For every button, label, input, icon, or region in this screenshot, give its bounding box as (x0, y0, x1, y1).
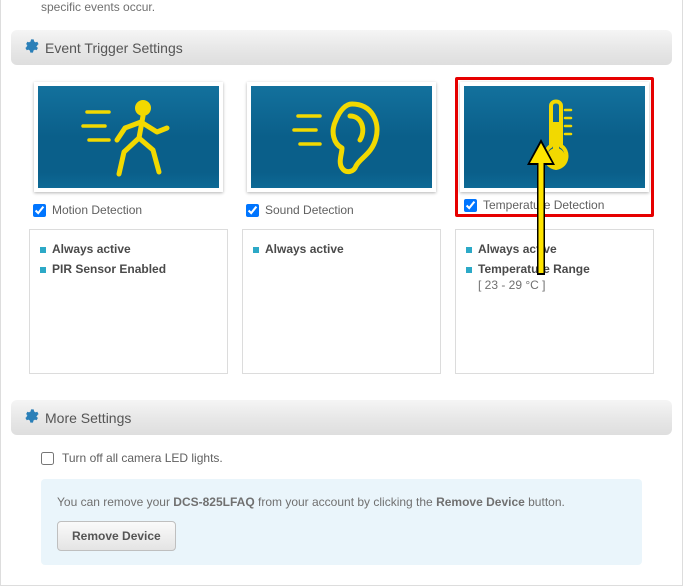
trigger-temperature: Temperature Detection Always active Temp… (455, 77, 654, 374)
event-trigger-header: Event Trigger Settings (11, 30, 672, 65)
motion-label: Motion Detection (52, 203, 142, 217)
led-row: Turn off all camera LED lights. (11, 447, 672, 479)
tile-wrap-motion (29, 77, 228, 197)
remove-prefix: You can remove your (57, 495, 173, 509)
more-settings-header: More Settings (11, 400, 672, 435)
temperature-label: Temperature Detection (483, 198, 604, 212)
trigger-motion: Motion Detection Always active PIR Senso… (29, 77, 228, 374)
bullet-icon (466, 247, 472, 253)
detail-item: Always active (40, 242, 217, 256)
tile-sound[interactable] (247, 82, 436, 192)
gear-icon (23, 38, 39, 57)
bullet-icon (253, 247, 259, 253)
intro-text: specific events occur. (11, 0, 672, 24)
bullet-icon (466, 267, 472, 273)
sound-checkbox[interactable] (246, 204, 259, 217)
detail-text: Always active (52, 242, 131, 256)
detail-text: PIR Sensor Enabled (52, 262, 166, 276)
remove-action-name: Remove Device (436, 495, 525, 509)
tile-motion[interactable] (34, 82, 223, 192)
sound-checkbox-row: Sound Detection (242, 203, 441, 217)
tile-temperature[interactable] (460, 82, 649, 192)
motion-checkbox[interactable] (33, 204, 46, 217)
detail-item: PIR Sensor Enabled (40, 262, 217, 276)
motion-details: Always active PIR Sensor Enabled (29, 229, 228, 374)
remove-device-button[interactable]: Remove Device (57, 521, 176, 551)
motion-icon (69, 92, 189, 182)
sound-details: Always active (242, 229, 441, 374)
detail-sub: [ 23 - 29 °C ] (478, 278, 643, 292)
tile-wrap-temperature: Temperature Detection (455, 77, 654, 217)
remove-device-name: DCS-825LFAQ (173, 495, 254, 509)
temperature-icon (495, 92, 615, 182)
sound-icon (282, 92, 402, 182)
remove-mid: from your account by clicking the (255, 495, 436, 509)
detail-text: Always active (265, 242, 344, 256)
remove-device-panel: You can remove your DCS-825LFAQ from you… (41, 479, 642, 565)
led-label: Turn off all camera LED lights. (62, 451, 223, 465)
remove-suffix: button. (525, 495, 565, 509)
more-settings-title: More Settings (45, 410, 131, 426)
led-checkbox[interactable] (41, 452, 54, 465)
event-trigger-title: Event Trigger Settings (45, 40, 183, 56)
motion-checkbox-row: Motion Detection (29, 203, 228, 217)
tile-wrap-sound (242, 77, 441, 197)
gear-icon (23, 408, 39, 427)
bullet-icon (40, 267, 46, 273)
temperature-checkbox-row: Temperature Detection (460, 198, 649, 212)
temperature-details: Always active Temperature Range [ 23 - 2… (455, 229, 654, 374)
remove-text: You can remove your DCS-825LFAQ from you… (57, 493, 626, 511)
triggers-row: Motion Detection Always active PIR Senso… (11, 77, 672, 374)
trigger-sound: Sound Detection Always active (242, 77, 441, 374)
detail-item: Temperature Range [ 23 - 29 °C ] (466, 262, 643, 292)
detail-item: Always active (253, 242, 430, 256)
detail-item: Always active (466, 242, 643, 256)
temperature-checkbox[interactable] (464, 199, 477, 212)
detail-text: Always active (478, 242, 557, 256)
sound-label: Sound Detection (265, 203, 354, 217)
bullet-icon (40, 247, 46, 253)
detail-text: Temperature Range (478, 262, 643, 276)
